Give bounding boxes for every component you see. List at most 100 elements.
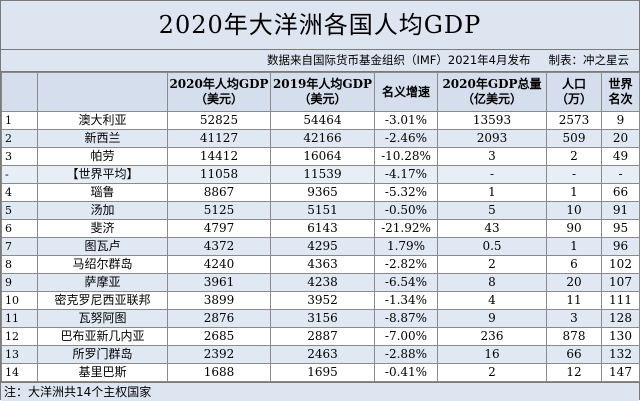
cell-growth: -21.92% bbox=[374, 219, 438, 238]
header-cell-population: 人口 （万） bbox=[546, 72, 602, 112]
cell-gdp2020: 2876 bbox=[167, 309, 271, 328]
cell-growth: -4.17% bbox=[374, 165, 438, 184]
cell-gdp-total: 1 bbox=[437, 183, 547, 202]
cell-population: 6 bbox=[546, 255, 602, 274]
cell-world-rank: 20 bbox=[601, 129, 640, 148]
cell-world-rank: 107 bbox=[601, 273, 640, 292]
cell-gdp-total: - bbox=[437, 165, 547, 184]
cell-growth: -2.88% bbox=[374, 345, 438, 364]
cell-gdp-total: 236 bbox=[437, 327, 547, 346]
table-row: 8 马绍尔群岛 4240 4363 -2.82% 2 6 102 bbox=[1, 255, 640, 274]
cell-growth: -5.32% bbox=[374, 183, 438, 202]
header-total-unit: （亿美元） bbox=[461, 92, 522, 106]
header-cell-total: 2020年GDP总量 （亿美元） bbox=[437, 72, 547, 112]
cell-gdp2020: 8867 bbox=[167, 183, 271, 202]
cell-gdp-total: 0.5 bbox=[437, 237, 547, 256]
header-world-rank-line1: 世界 bbox=[608, 77, 633, 91]
cell-world-rank: 147 bbox=[601, 363, 640, 382]
cell-world-rank: 66 bbox=[601, 183, 640, 202]
header-growth-label: 名义增速 bbox=[381, 84, 430, 99]
cell-growth: -7.00% bbox=[374, 327, 438, 346]
cell-country: 瓦努阿图 bbox=[37, 309, 168, 328]
cell-gdp2020: 3961 bbox=[167, 273, 271, 292]
cell-gdp-total: 43 bbox=[437, 219, 547, 238]
cell-country: 巴布亚新几内亚 bbox=[37, 327, 168, 346]
cell-gdp2020: 3899 bbox=[167, 291, 271, 310]
cell-gdp-total: 2 bbox=[437, 255, 547, 274]
cell-population: 3 bbox=[546, 309, 602, 328]
cell-population: 66 bbox=[546, 345, 602, 364]
cell-country: 【世界平均】 bbox=[37, 165, 168, 184]
cell-growth: -10.28% bbox=[374, 147, 438, 166]
cell-gdp2020: 41127 bbox=[167, 129, 271, 148]
cell-gdp2019: 4295 bbox=[270, 237, 375, 256]
cell-gdp2020: 5125 bbox=[167, 201, 271, 220]
cell-world-rank: 95 bbox=[601, 219, 640, 238]
cell-growth: -2.82% bbox=[374, 255, 438, 274]
cell-rank: - bbox=[1, 165, 38, 184]
cell-country: 马绍尔群岛 bbox=[37, 255, 168, 274]
table-row: 4 瑙鲁 8867 9365 -5.32% 1 1 66 bbox=[1, 183, 640, 202]
cell-gdp2020: 52825 bbox=[167, 111, 271, 130]
table-row: 13 所罗门群岛 2392 2463 -2.88% 16 66 132 bbox=[1, 345, 640, 364]
header-cell-rank bbox=[1, 72, 38, 112]
header-cell-gdp2019: 2019年人均GDP （美元） bbox=[270, 72, 375, 112]
cell-rank: 10 bbox=[1, 291, 38, 310]
cell-country: 澳大利亚 bbox=[37, 111, 168, 130]
cell-world-rank: 96 bbox=[601, 237, 640, 256]
cell-rank: 4 bbox=[1, 183, 38, 202]
cell-world-rank: - bbox=[601, 165, 640, 184]
cell-country: 萨摩亚 bbox=[37, 273, 168, 292]
cell-gdp2019: 5151 bbox=[270, 201, 375, 220]
cell-country: 汤加 bbox=[37, 201, 168, 220]
table-row: 2 新西兰 41127 42166 -2.46% 2093 509 20 bbox=[1, 129, 640, 148]
credit: 制表：冲之星云 bbox=[548, 53, 630, 67]
cell-gdp2019: 2887 bbox=[270, 327, 375, 346]
header-cell-world-rank: 世界 名次 bbox=[601, 72, 640, 112]
cell-country: 斐济 bbox=[37, 219, 168, 238]
cell-population: 1 bbox=[546, 237, 602, 256]
cell-gdp-total: 13593 bbox=[437, 111, 547, 130]
cell-country: 图瓦卢 bbox=[37, 237, 168, 256]
cell-gdp2019: 4363 bbox=[270, 255, 375, 274]
cell-population: 10 bbox=[546, 201, 602, 220]
data-source: 数据来自国际货币基金组织（IMF）2021年4月发布 bbox=[266, 53, 531, 67]
cell-growth: -2.46% bbox=[374, 129, 438, 148]
cell-country: 密克罗尼西亚联邦 bbox=[37, 291, 168, 310]
cell-gdp2019: 6143 bbox=[270, 219, 375, 238]
table-row: 11 瓦努阿图 2876 3156 -8.87% 9 3 128 bbox=[1, 309, 640, 328]
header-gdp2020-unit: （美元） bbox=[194, 92, 243, 106]
cell-gdp2019: 3156 bbox=[270, 309, 375, 328]
cell-gdp2019: 4238 bbox=[270, 273, 375, 292]
header-cell-gdp2020: 2020年人均GDP （美元） bbox=[167, 72, 271, 112]
table-row: 5 汤加 5125 5151 -0.50% 5 10 91 bbox=[1, 201, 640, 220]
cell-gdp-total: 5 bbox=[437, 201, 547, 220]
cell-rank: 7 bbox=[1, 237, 38, 256]
table-row: 9 萨摩亚 3961 4238 -6.54% 8 20 107 bbox=[1, 273, 640, 292]
cell-world-rank: 130 bbox=[601, 327, 640, 346]
cell-rank: 11 bbox=[1, 309, 38, 328]
cell-gdp2019: 1695 bbox=[270, 363, 375, 382]
cell-gdp-total: 2 bbox=[437, 363, 547, 382]
cell-world-rank: 9 bbox=[601, 111, 640, 130]
cell-population: - bbox=[546, 165, 602, 184]
cell-rank: 3 bbox=[1, 147, 38, 166]
cell-world-rank: 132 bbox=[601, 345, 640, 364]
cell-population: 2 bbox=[546, 147, 602, 166]
cell-gdp2019: 11539 bbox=[270, 165, 375, 184]
cell-gdp2020: 1688 bbox=[167, 363, 271, 382]
cell-rank: 14 bbox=[1, 363, 38, 382]
table-row: 10 密克罗尼西亚联邦 3899 3952 -1.34% 4 11 111 bbox=[1, 291, 640, 310]
cell-rank: 2 bbox=[1, 129, 38, 148]
cell-gdp2019: 9365 bbox=[270, 183, 375, 202]
cell-world-rank: 91 bbox=[601, 201, 640, 220]
header-population-label: 人口 bbox=[561, 77, 586, 91]
cell-gdp2019: 2463 bbox=[270, 345, 375, 364]
cell-rank: 5 bbox=[1, 201, 38, 220]
cell-gdp2020: 11058 bbox=[167, 165, 271, 184]
cell-gdp-total: 8 bbox=[437, 273, 547, 292]
cell-rank: 12 bbox=[1, 327, 38, 346]
cell-growth: -0.41% bbox=[374, 363, 438, 382]
header-gdp2019-unit: （美元） bbox=[298, 92, 347, 106]
cell-world-rank: 128 bbox=[601, 309, 640, 328]
